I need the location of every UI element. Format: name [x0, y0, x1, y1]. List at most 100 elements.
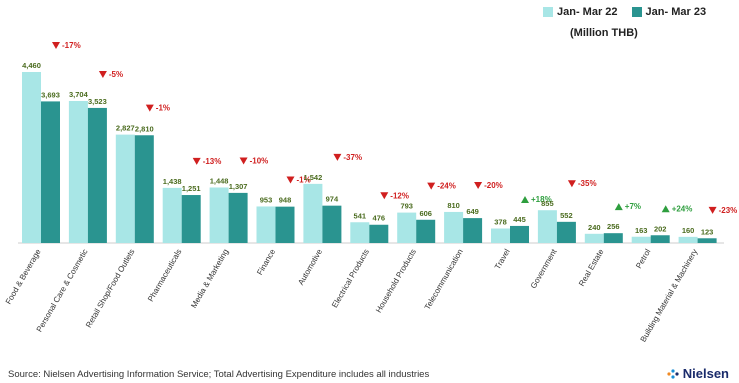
bar-series1 [162, 187, 182, 243]
change-down-icon [380, 192, 389, 200]
value-label-series1: 240 [588, 223, 601, 232]
value-label-series2: 1,251 [182, 184, 201, 193]
category-label: Building Material & Machinery [639, 248, 700, 344]
value-label-series1: 3,704 [69, 90, 89, 99]
category-label: Automotive [296, 247, 324, 287]
bar-series1 [678, 236, 698, 243]
nielsen-logo: Nielsen [666, 366, 729, 381]
bar-series2 [228, 192, 248, 243]
value-label-series1: 1,448 [210, 176, 229, 185]
bar-series1 [350, 222, 370, 243]
category-label: Electrical Products [330, 248, 371, 310]
bar-series2 [87, 107, 107, 243]
change-down-icon [474, 181, 483, 189]
value-label-series1: 4,460 [22, 61, 41, 70]
bar-series2 [322, 205, 342, 243]
bar-series1 [303, 183, 323, 243]
category-label: Travel [493, 247, 512, 271]
bar-series2 [603, 233, 623, 243]
value-label-series2: 3,693 [41, 90, 60, 99]
change-label: -10% [250, 156, 269, 165]
change-label: -1% [156, 104, 170, 113]
value-label-series1: 163 [635, 226, 648, 235]
value-label-series1: 953 [260, 195, 273, 204]
category-label: Food & Beverage [4, 247, 43, 306]
bar-series1 [491, 228, 510, 243]
value-label-series2: 2,810 [135, 124, 154, 133]
change-label: -5% [109, 70, 123, 79]
chart-legend: Jan- Mar 22 Jan- Mar 23 [543, 6, 706, 18]
change-label: -13% [203, 157, 222, 166]
value-label-series2: 3,523 [88, 97, 107, 106]
change-label: +18% [531, 195, 552, 204]
unit-label: (Million THB) [570, 27, 638, 39]
legend-label-series1: Jan- Mar 22 [557, 6, 618, 18]
bar-series1 [68, 100, 88, 243]
value-label-series2: 606 [419, 209, 432, 218]
bar-series2 [41, 101, 60, 243]
bar-series2 [275, 206, 295, 243]
change-down-icon [239, 157, 248, 165]
change-down-icon [52, 42, 60, 49]
value-label-series2: 974 [326, 195, 339, 204]
bar-series2 [416, 219, 436, 243]
category-label: Real Estate [577, 247, 606, 288]
legend-item-series2: Jan- Mar 23 [631, 6, 707, 18]
change-down-icon [333, 153, 342, 161]
category-label: Pharmaceuticals [146, 248, 183, 304]
change-down-icon [192, 157, 201, 165]
nielsen-logo-text: Nielsen [682, 366, 729, 381]
category-label: Media & Marketing [189, 248, 230, 310]
bar-series2 [463, 218, 483, 243]
change-label: +24% [672, 204, 693, 213]
bar-series2 [697, 238, 717, 243]
bar-series1 [209, 187, 229, 243]
change-down-icon [286, 176, 295, 184]
category-label: Household Products [374, 248, 418, 315]
change-label: -12% [390, 191, 409, 200]
value-label-series2: 445 [513, 215, 526, 224]
change-up-icon [614, 203, 623, 211]
value-label-series2: 202 [654, 224, 667, 233]
bar-series1 [444, 211, 464, 243]
change-label: -24% [437, 182, 456, 191]
category-label: Petrol [634, 247, 652, 270]
category-label: Personal Care & Cosmetic [35, 248, 90, 334]
value-label-series1: 1,542 [304, 173, 323, 182]
value-label-series1: 160 [682, 226, 695, 235]
change-down-icon [708, 206, 717, 214]
legend-swatch-series2 [631, 7, 642, 17]
source-note: Source: Nielsen Advertising Information … [8, 369, 430, 380]
bar-series1 [256, 206, 276, 243]
category-label: Finance [255, 247, 277, 277]
change-label: -35% [578, 179, 597, 188]
value-label-series2: 123 [701, 227, 714, 236]
bar-series2 [369, 224, 389, 243]
value-label-series2: 1,307 [229, 182, 248, 191]
value-label-series2: 256 [607, 222, 620, 231]
bar-series2 [134, 135, 154, 243]
change-down-icon [567, 180, 576, 188]
bar-series1 [537, 210, 557, 243]
change-down-icon [427, 182, 436, 190]
bar-series1 [631, 236, 651, 243]
value-label-series1: 810 [447, 201, 460, 210]
value-label-series1: 2,827 [116, 124, 135, 133]
bar-series2 [510, 225, 529, 243]
category-label: Telecommunication [423, 247, 465, 311]
change-up-icon [521, 195, 529, 203]
bar-series2 [556, 221, 576, 243]
change-up-icon [661, 205, 670, 213]
value-label-series1: 1,438 [163, 177, 182, 186]
bar-series1 [397, 212, 417, 243]
value-label-series2: 476 [373, 214, 386, 223]
category-label: Retail Shop/Food Outlets [84, 248, 136, 330]
bar-series1 [584, 233, 604, 243]
value-label-series2: 948 [279, 196, 292, 205]
legend-label-series2: Jan- Mar 23 [645, 6, 707, 18]
change-down-icon [145, 104, 154, 112]
change-label: -1% [297, 175, 311, 184]
value-label-series2: 649 [466, 207, 479, 216]
value-label-series1: 378 [494, 218, 507, 227]
